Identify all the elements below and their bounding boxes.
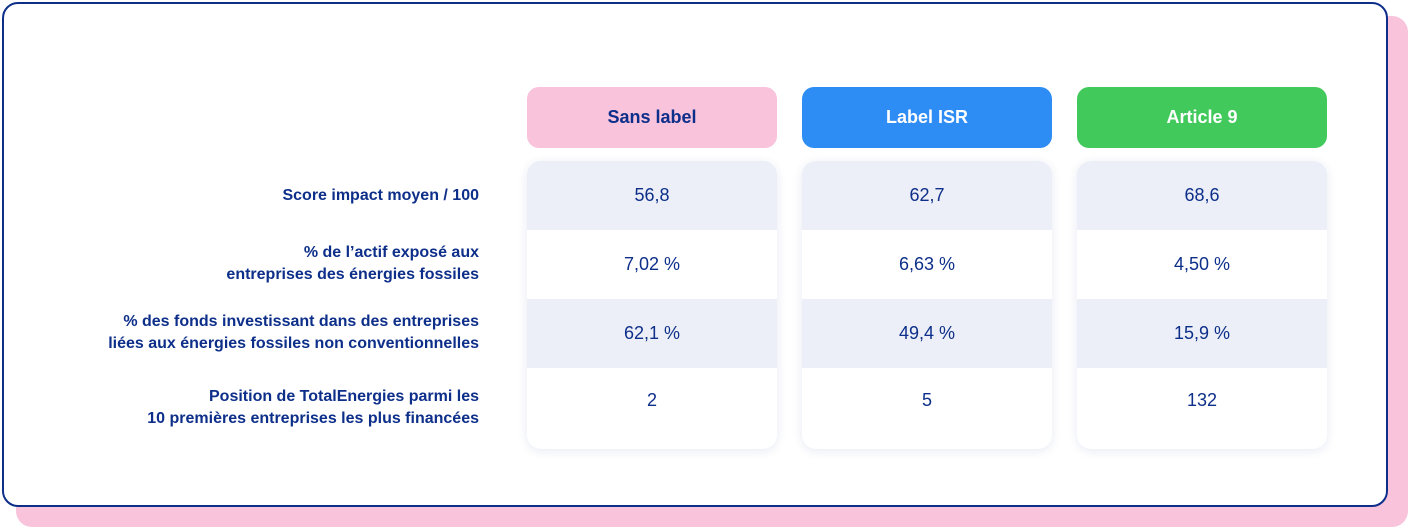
comparison-card: Score impact moyen / 100 % de l’actif ex… — [2, 2, 1388, 507]
row-label-line: % des fonds investissant dans des entrep… — [123, 313, 479, 330]
column-sans-label: 56,8 7,02 % 62,1 % 2 — [527, 161, 777, 449]
column-header-article-9: Article 9 — [1077, 87, 1327, 148]
column-header-sans-label: Sans label — [527, 87, 777, 148]
column-article-9: 68,6 4,50 % 15,9 % 132 — [1077, 161, 1327, 449]
cell-value: 132 — [1186, 390, 1218, 410]
row-label-line: entreprises des énergies fossiles — [226, 266, 479, 283]
row-label-line: Score impact moyen / 100 — [282, 187, 479, 204]
cell-value: 15,9 % — [1077, 299, 1327, 368]
cell-value: 56,8 — [527, 161, 777, 230]
cell-value: 62,7 — [802, 161, 1052, 230]
row-label-line: liées aux énergies fossiles non conventi… — [108, 335, 479, 352]
column-label-isr: 62,7 6,63 % 49,4 % 5 — [802, 161, 1052, 449]
row-label-unconventional-funds: % des fonds investissant dans des entrep… — [0, 311, 479, 355]
row-label-fossil-exposure: % de l’actif exposé aux entreprises des … — [0, 242, 479, 286]
row-label-score: Score impact moyen / 100 — [0, 185, 479, 207]
cell-value: 5 — [921, 390, 932, 410]
cell-value: 49,4 % — [802, 299, 1052, 368]
row-label-line: % de l’actif exposé aux — [303, 244, 479, 261]
cell-value: 7,02 % — [623, 254, 681, 274]
column-header-label-isr: Label ISR — [802, 87, 1052, 148]
cell-value: 2 — [646, 390, 657, 410]
cell-value: 4,50 % — [1173, 254, 1231, 274]
row-label-line: Position de TotalEnergies parmi les — [209, 388, 479, 405]
cell-value: 68,6 — [1077, 161, 1327, 230]
row-label-totalenergies-position: Position de TotalEnergies parmi les 10 p… — [0, 386, 479, 430]
cell-value: 6,63 % — [898, 254, 956, 274]
row-label-line: 10 premières entreprises les plus financ… — [147, 410, 479, 427]
cell-value: 62,1 % — [527, 299, 777, 368]
